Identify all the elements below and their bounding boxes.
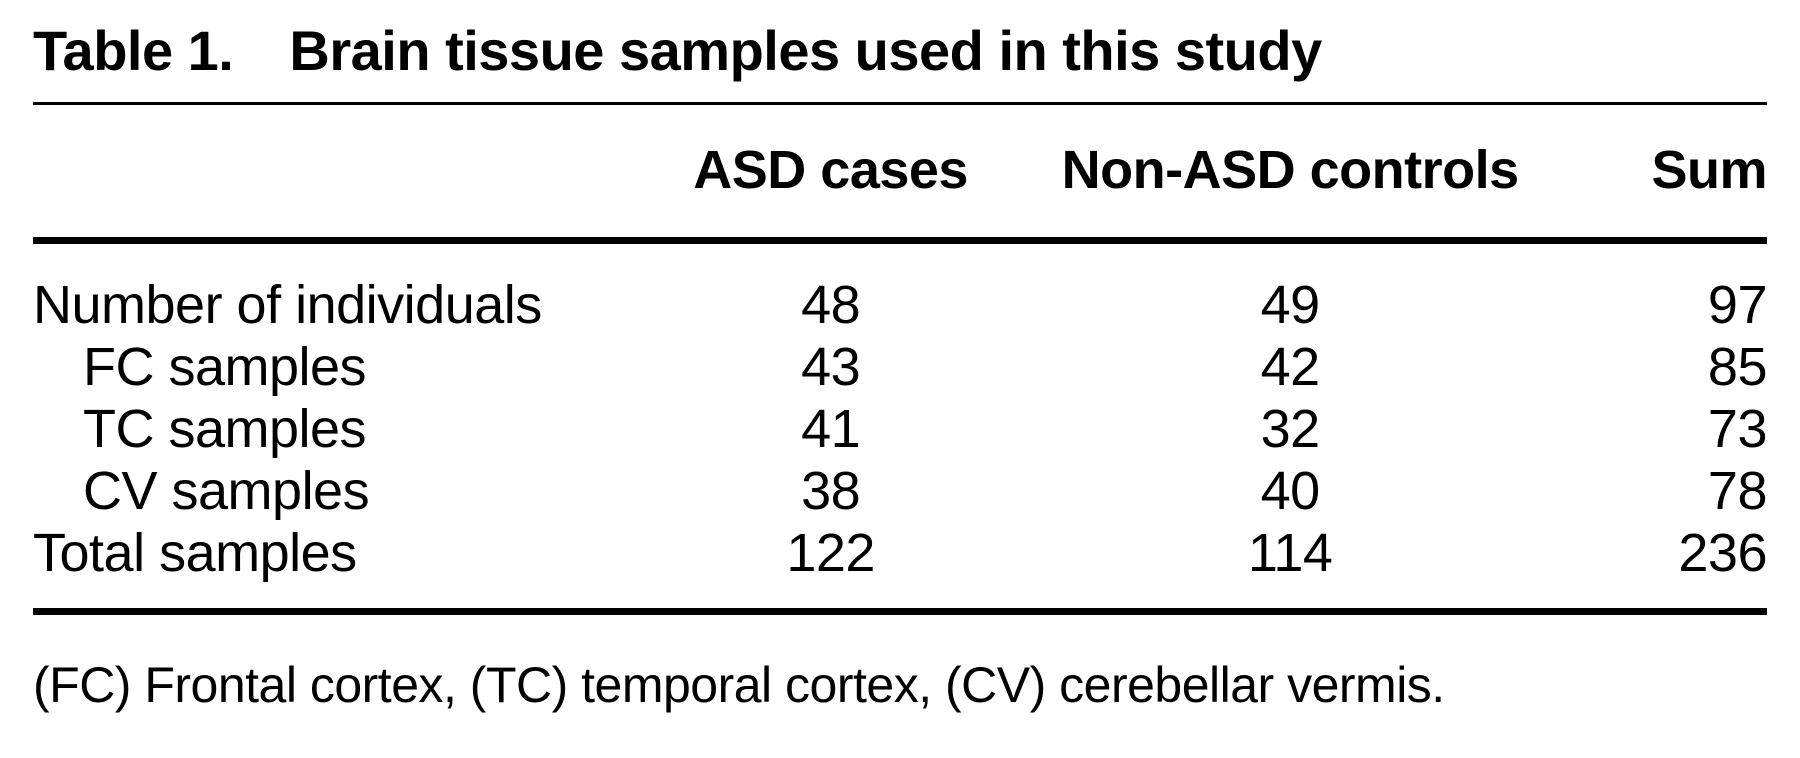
table-caption: Table 1. Brain tissue samples used in thi… [33,20,1767,82]
asd-cases-value: 43 [801,337,861,397]
row-label: Number of individuals [33,275,542,335]
sum-value: 73 [1707,399,1768,459]
caption-divider-rule [33,102,1767,105]
column-header-asd-cases: ASD cases [622,105,1039,244]
sum-value: 236 [1541,522,1768,615]
table-body: Number of individuals 48 49 97 FC sample… [33,241,1768,615]
asd-cases-value: 41 [801,399,861,459]
table-title: Brain tissue samples used in this study [289,19,1322,82]
asd-cases-value: 48 [801,275,861,335]
table-row: Number of individuals 48 49 97 [33,241,1768,337]
header-row: ASD cases Non-ASD controls Sum [33,105,1768,244]
asd-cases-value: 122 [622,522,1039,615]
table-number-label: Table 1. [33,19,234,82]
non-asd-controls-value: 32 [1260,399,1321,459]
sum-value: 78 [1707,461,1768,521]
non-asd-controls-value: 49 [1260,275,1321,335]
table-header: ASD cases Non-ASD controls Sum [33,105,1768,244]
non-asd-controls-value: 114 [1038,522,1542,615]
row-label: CV samples [83,461,370,521]
row-label: Total samples [33,522,623,615]
column-header-sum: Sum [1541,105,1768,244]
sum-value: 97 [1707,275,1768,335]
table-row: TC samples 41 32 73 [33,398,1768,460]
row-label: FC samples [83,337,367,397]
row-label: TC samples [83,399,367,459]
table-row: Total samples 122 114 236 [33,522,1768,615]
brain-tissue-samples-table: ASD cases Non-ASD controls Sum Number of… [33,105,1768,615]
sum-value: 85 [1707,337,1768,397]
table-row: FC samples 43 42 85 [33,336,1768,398]
non-asd-controls-value: 40 [1260,461,1321,521]
column-header-empty [33,105,623,244]
table-row: CV samples 38 40 78 [33,460,1768,522]
column-header-non-asd-controls: Non-ASD controls [1038,105,1542,244]
table-footnote: (FC) Frontal cortex, (TC) temporal corte… [33,657,1445,713]
non-asd-controls-value: 42 [1260,337,1321,397]
asd-cases-value: 38 [801,461,861,521]
